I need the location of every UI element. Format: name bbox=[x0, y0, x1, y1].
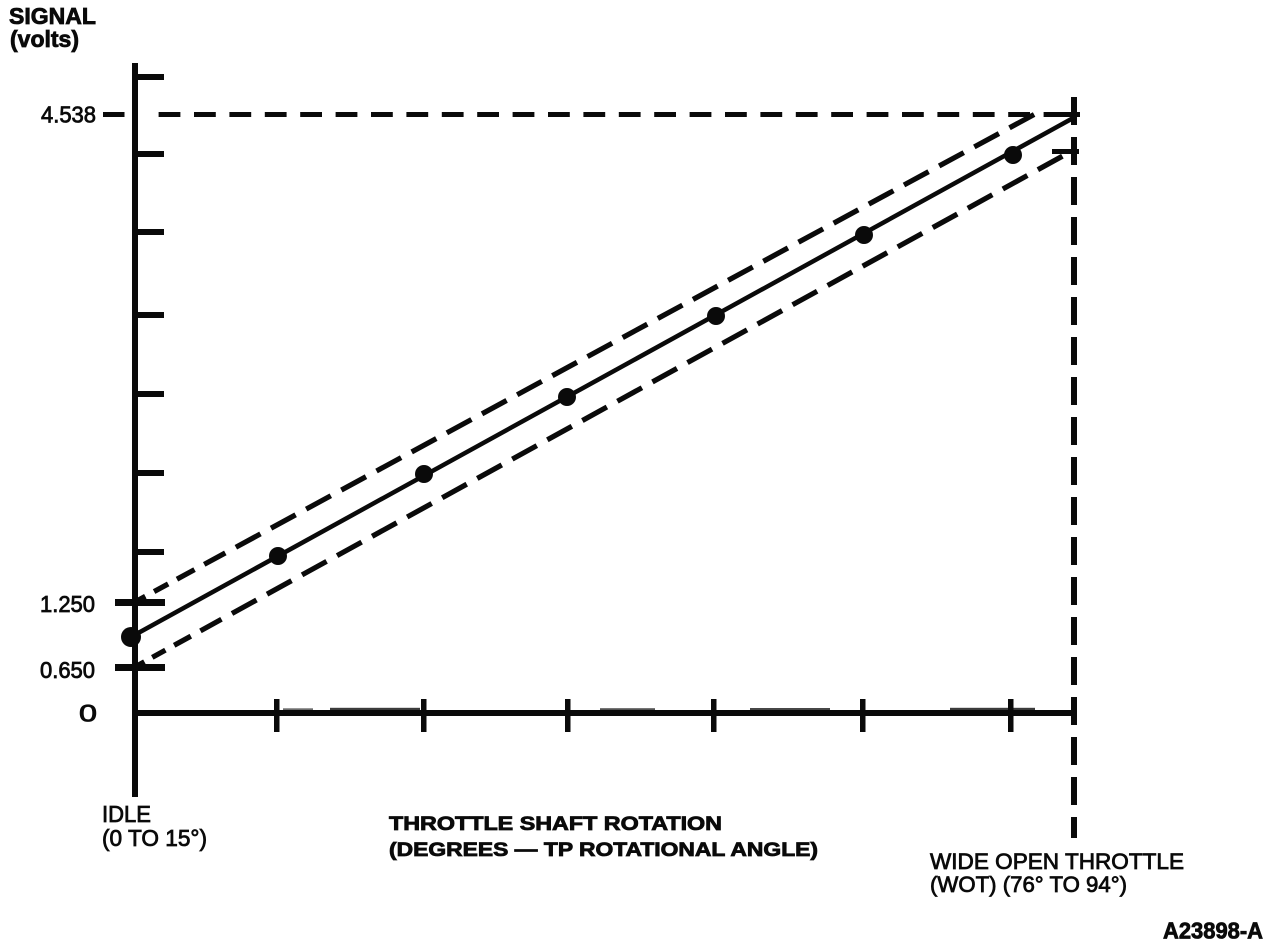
svg-text:(DEGREES — TP ROTATIONAL ANGLE: (DEGREES — TP ROTATIONAL ANGLE) bbox=[389, 840, 818, 861]
svg-text:(WOT) (76° TO 94°): (WOT) (76° TO 94°) bbox=[930, 872, 1127, 897]
svg-text:0: 0 bbox=[79, 701, 97, 728]
svg-text:0.650: 0.650 bbox=[40, 657, 95, 683]
svg-text:4.538: 4.538 bbox=[41, 102, 96, 128]
svg-text:THROTTLE SHAFT ROTATION: THROTTLE SHAFT ROTATION bbox=[389, 814, 722, 835]
svg-text:IDLE: IDLE bbox=[102, 801, 151, 827]
svg-text:(0 TO 15°): (0 TO 15°) bbox=[102, 825, 207, 851]
svg-text:WIDE OPEN THROTTLE: WIDE OPEN THROTTLE bbox=[930, 849, 1184, 874]
svg-text:SIGNAL: SIGNAL bbox=[9, 3, 96, 29]
svg-text:(volts): (volts) bbox=[10, 26, 79, 52]
svg-text:1.250: 1.250 bbox=[40, 591, 95, 617]
svg-text:A23898-A: A23898-A bbox=[1163, 918, 1263, 944]
